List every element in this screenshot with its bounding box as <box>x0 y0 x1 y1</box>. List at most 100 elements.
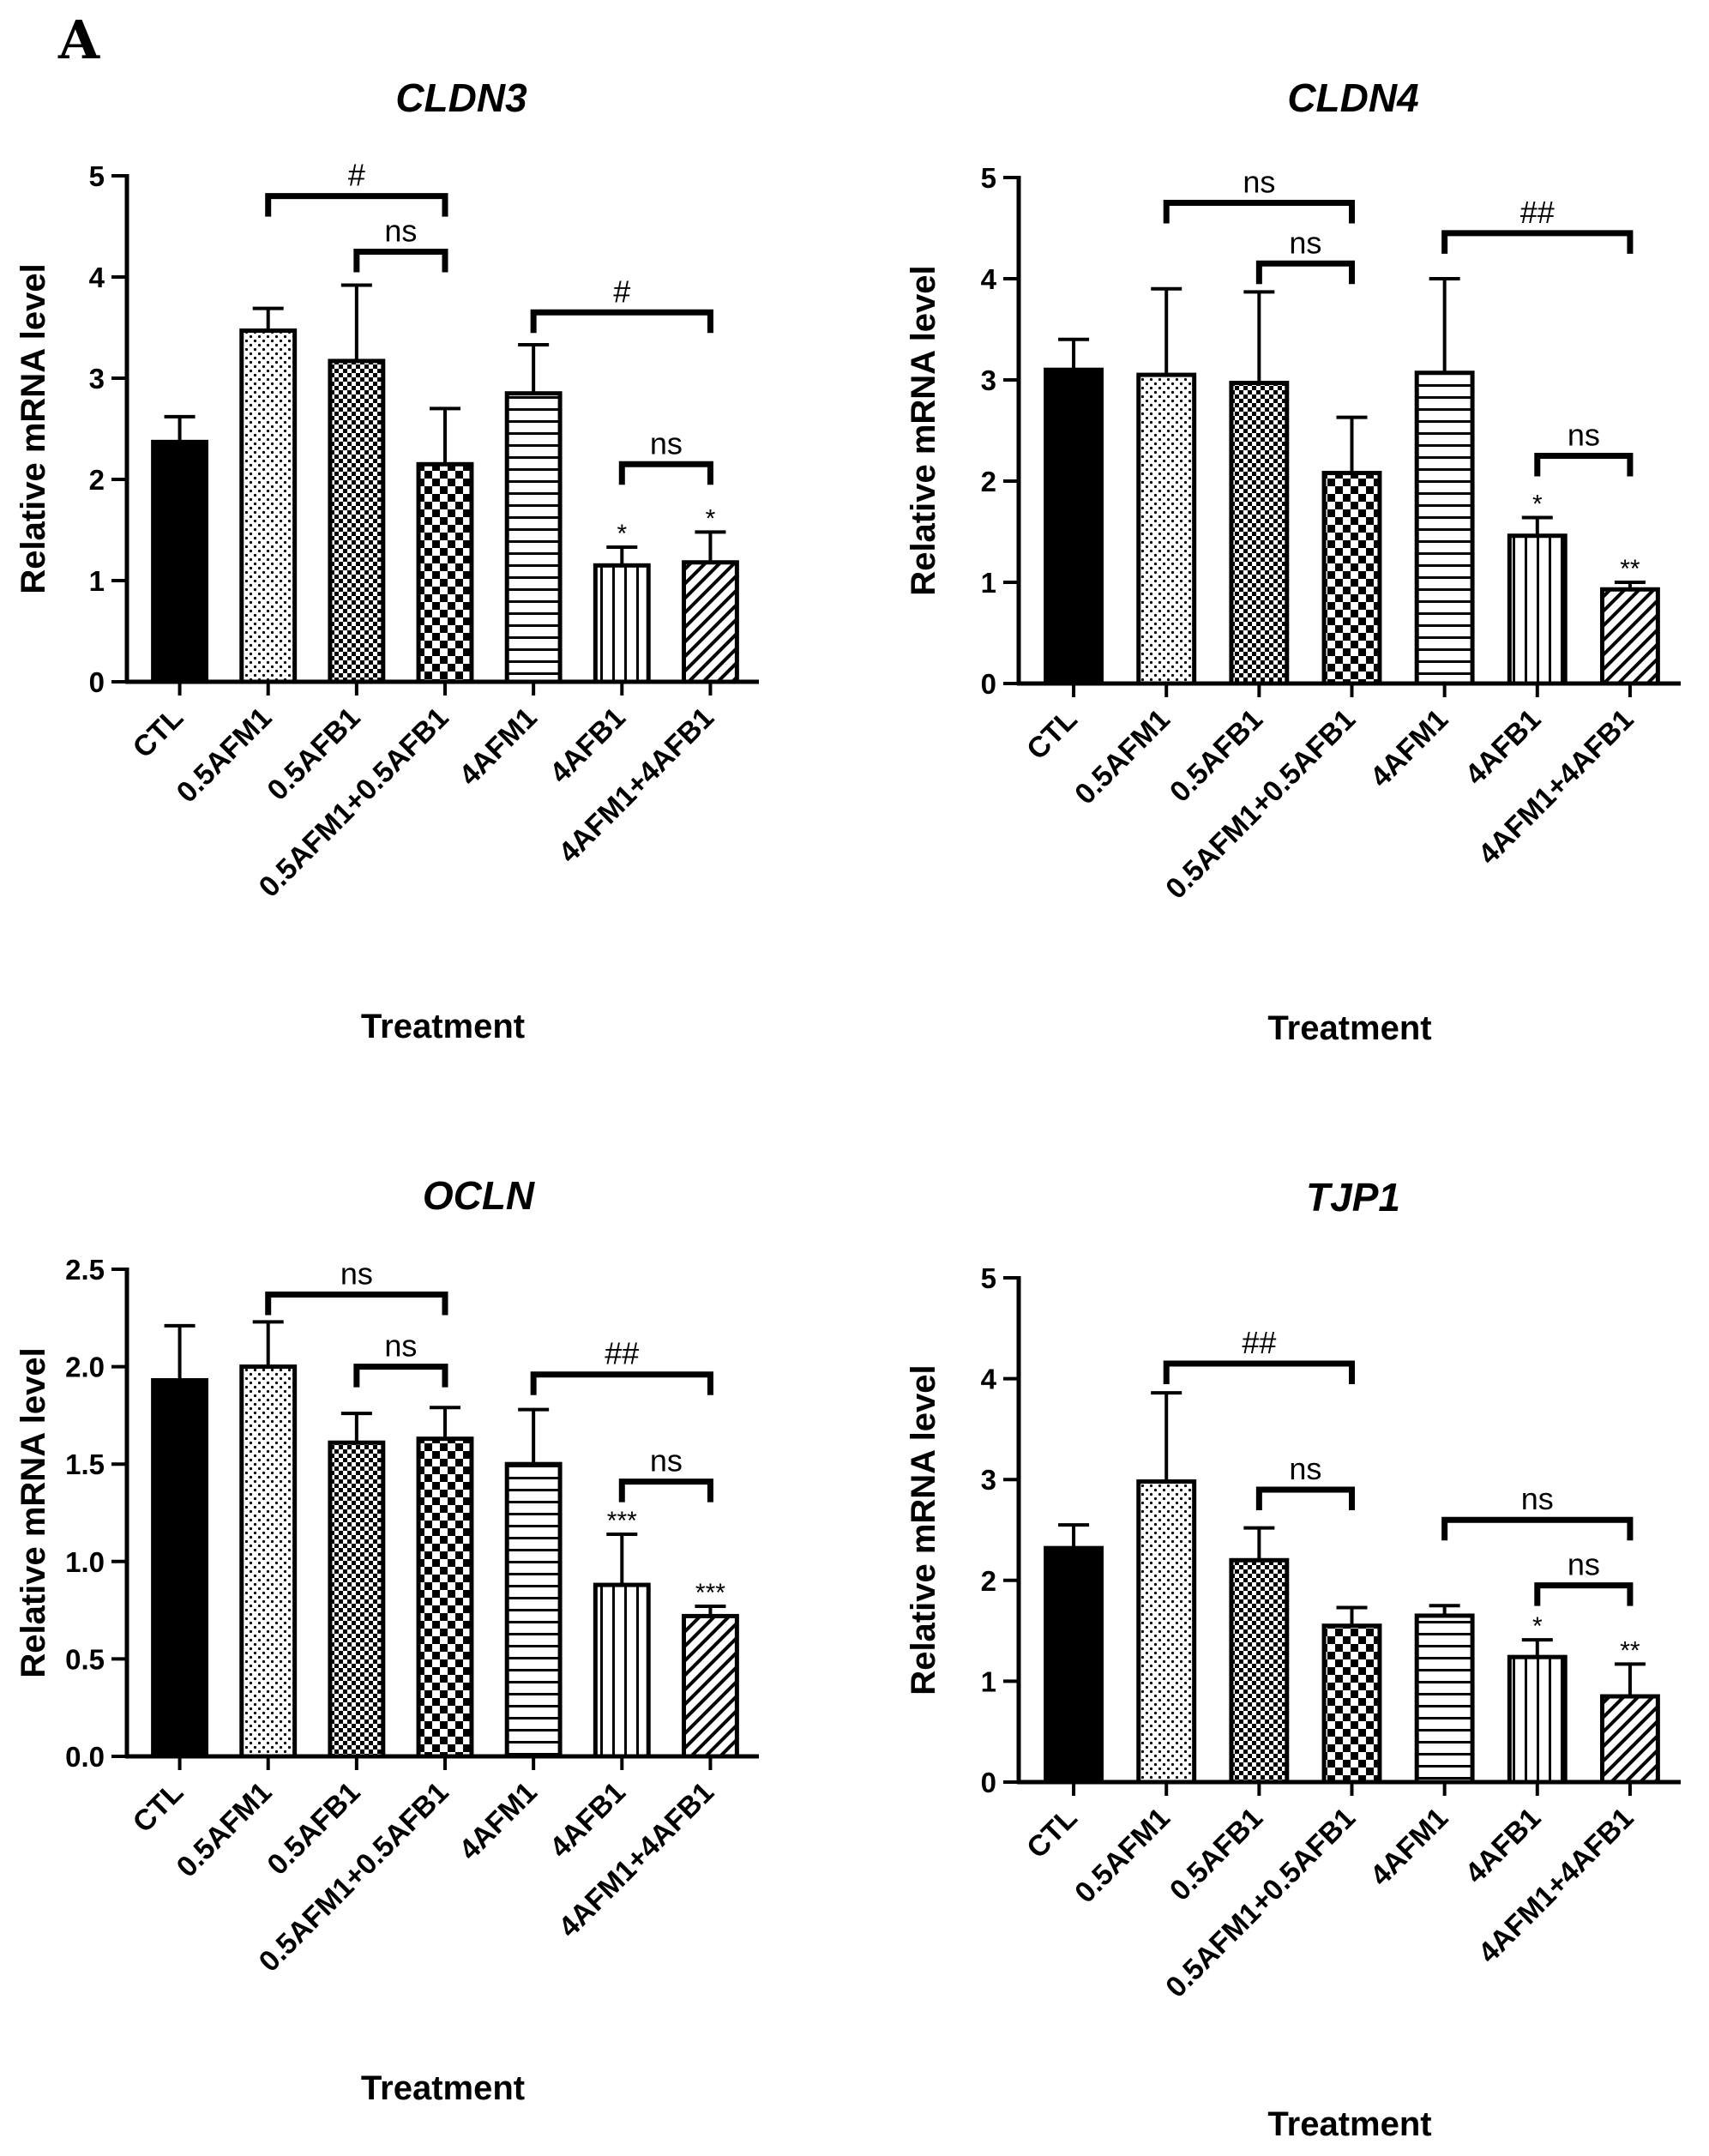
y-tick-label: 0.5 <box>65 1643 105 1675</box>
x-tick-label: 0.5AFM1 <box>1068 1802 1176 1910</box>
chart-1: CLDN4 0 1 2 3 4 5 Relative mRNA level CTL0.5AFM1… <box>905 75 1681 1047</box>
significance-label: ## <box>1520 195 1555 230</box>
bar-0-5afm1 <box>1136 1479 1197 1785</box>
x-tick-label: 4AFM1+4AFB1 <box>552 1776 720 1944</box>
significance-label: ## <box>605 1336 639 1371</box>
x-tick-label: 0.5AFM1 <box>171 702 279 810</box>
y-tick-label: 2 <box>89 464 105 496</box>
y-tick-label: 1.0 <box>65 1546 105 1578</box>
x-tick-label: 4AFM1 <box>1364 703 1455 794</box>
significance-stars: ** <box>1620 1636 1640 1665</box>
x-tick-label: 4AFM1 <box>453 702 544 792</box>
y-tick-label: 0 <box>981 1767 996 1798</box>
significance-bracket <box>1441 230 1634 254</box>
significance-bracket <box>1534 453 1634 477</box>
bar-0-5afm1 <box>1136 372 1197 686</box>
significance-stars: *** <box>695 1579 725 1607</box>
x-tick-label: 4AFM1 <box>1364 1802 1455 1893</box>
y-tick-label: 2 <box>981 1565 996 1597</box>
x-tick-label: 4AFB1 <box>544 702 632 790</box>
x-axis-label: Treatment <box>361 2069 525 2107</box>
bar-4afm1 <box>1414 370 1475 686</box>
y-tick-label: 5 <box>981 162 996 194</box>
bar-0-5afb1 <box>328 358 386 684</box>
y-tick-label: 2 <box>981 466 996 497</box>
bar-ctl <box>151 1378 209 1759</box>
bar-0-5afm1-0-5afb1 <box>1321 1623 1382 1785</box>
significance-label: ns <box>1521 1481 1554 1516</box>
y-tick-label: 0.0 <box>65 1741 105 1773</box>
significance-label: ns <box>1568 1547 1600 1582</box>
bar-4afm1 <box>504 391 563 684</box>
significance-bracket <box>353 1364 448 1388</box>
bar-4afm1-4afb1 <box>1599 587 1660 686</box>
x-tick-label: CTL <box>127 1776 190 1840</box>
x-tick-label: 4AFM1+4AFB1 <box>1472 703 1640 871</box>
chart-title: CLDN3 <box>395 75 527 120</box>
significance-label: ns <box>1289 1451 1321 1486</box>
significance-stars: * <box>617 520 627 548</box>
y-tick-label: 1.5 <box>65 1448 105 1480</box>
y-tick-label: 5 <box>89 160 105 192</box>
bar-0-5afb1 <box>1229 1557 1290 1785</box>
significance-label: ns <box>1289 225 1321 260</box>
x-tick-label: CTL <box>1020 1802 1084 1865</box>
significance-bracket <box>530 1371 713 1395</box>
significance-label: ns <box>1243 165 1275 200</box>
x-tick-label: 0.5AFM1 <box>171 1776 279 1884</box>
significance-bracket <box>1163 200 1355 224</box>
bar-0-5afm1-0-5afb1 <box>416 1436 474 1759</box>
bar-0-5afb1 <box>328 1440 386 1759</box>
x-axis-label: Treatment <box>361 1008 525 1045</box>
significance-stars: * <box>1532 490 1543 518</box>
x-tick-label: 4AFM1+4AFB1 <box>552 702 720 870</box>
y-tick-label: 4 <box>981 1364 997 1395</box>
chart-title: OCLN <box>423 1173 535 1218</box>
significance-bracket <box>265 193 448 217</box>
significance-label: ns <box>1568 418 1600 453</box>
y-axis-label: Relative mRNA level <box>905 1364 942 1695</box>
bar-0-5afm1-0-5afb1 <box>1321 471 1382 686</box>
significance-stars: *** <box>607 1507 637 1535</box>
y-tick-label: 1 <box>89 565 105 597</box>
y-tick-label: 3 <box>89 363 105 394</box>
bar-0-5afm1-0-5afb1 <box>416 461 474 684</box>
y-tick-label: 1 <box>981 1665 996 1697</box>
bar-4afm1-4afb1 <box>681 560 739 684</box>
significance-label: ## <box>1242 1325 1276 1360</box>
significance-label: ns <box>650 1443 683 1478</box>
y-tick-label: 4 <box>89 262 105 293</box>
significance-label: ns <box>340 1256 373 1292</box>
significance-bracket <box>1255 260 1355 285</box>
significance-stars: * <box>1532 1612 1543 1641</box>
significance-bracket <box>530 309 713 334</box>
significance-bracket <box>265 1292 448 1316</box>
y-axis-label: Relative mRNA level <box>15 1347 52 1677</box>
x-tick-label: 4AFB1 <box>1459 703 1547 792</box>
x-tick-label: 4AFB1 <box>544 1776 632 1864</box>
bar-ctl <box>1044 1545 1104 1785</box>
bar-0-5afm1 <box>239 1364 298 1759</box>
bar-4afm1 <box>504 1461 563 1759</box>
significance-bracket <box>1255 1486 1355 1510</box>
y-tick-label: 3 <box>981 1464 996 1496</box>
y-axis-label: Relative mRNA level <box>905 265 942 595</box>
bar-4afm1 <box>1414 1613 1475 1785</box>
chart-title: TJP1 <box>1306 1175 1400 1220</box>
chart-0: CLDN3 0 1 2 3 4 5 Relative mRNA level CTL0.5AFM1… <box>15 75 759 1045</box>
x-tick-label: 4AFM1+4AFB1 <box>1472 1802 1640 1970</box>
y-tick-label: 3 <box>981 364 996 396</box>
y-tick-label: 0 <box>89 666 105 698</box>
x-tick-label: 4AFM1 <box>453 1776 544 1867</box>
significance-label: ns <box>384 1328 417 1364</box>
y-tick-label: 4 <box>981 263 997 295</box>
bar-4afb1 <box>1507 533 1568 686</box>
y-tick-label: 1 <box>981 567 996 599</box>
bar-4afm1-4afb1 <box>1599 1694 1660 1785</box>
significance-bracket <box>353 249 448 273</box>
chart-2: OCLN 0.0 0.5 1.0 1.5 2.0 2.5 Relative mRNA leve… <box>15 1173 759 2107</box>
y-tick-label: 0 <box>981 668 996 700</box>
panel-label: A <box>58 9 100 71</box>
